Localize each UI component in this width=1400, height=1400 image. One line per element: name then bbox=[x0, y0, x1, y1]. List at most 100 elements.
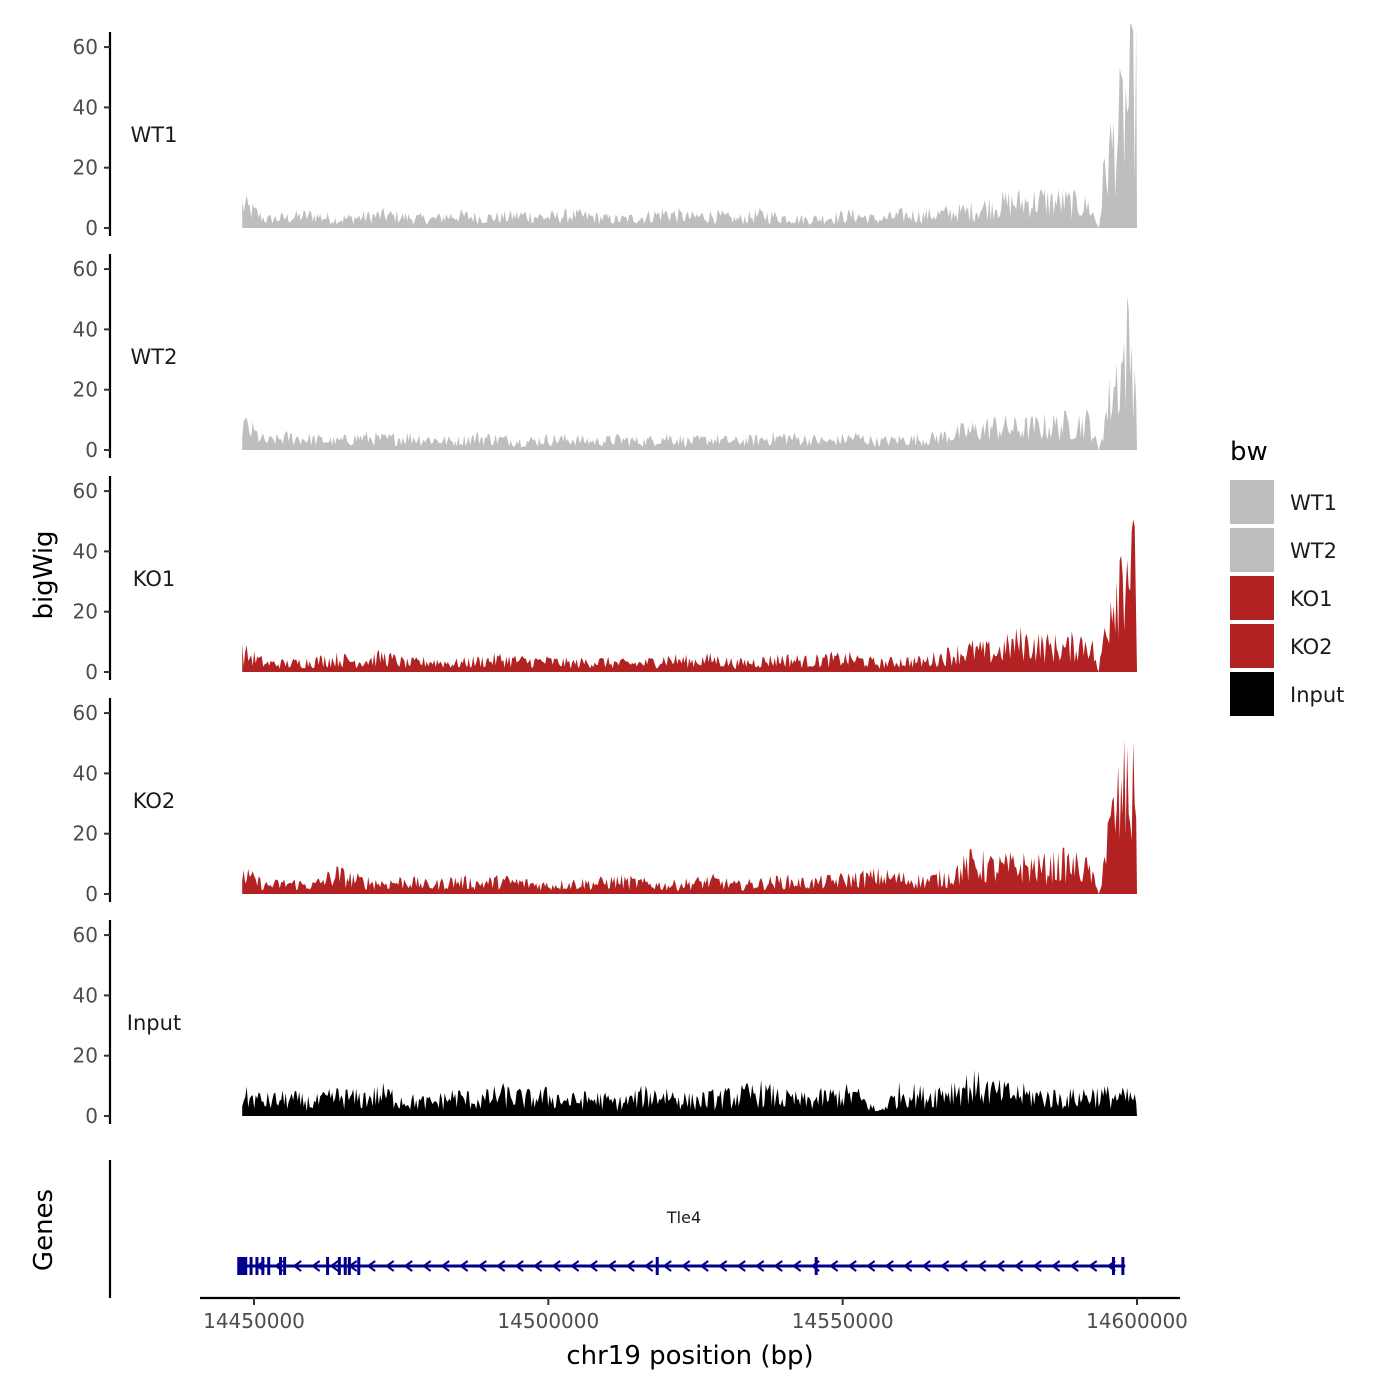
gene-exon bbox=[255, 1257, 259, 1275]
y-tick-label: 60 bbox=[73, 701, 98, 725]
y-tick-label: 20 bbox=[73, 822, 98, 846]
gene-track-title: Genes bbox=[29, 1189, 59, 1271]
strand-arrow bbox=[403, 1260, 413, 1272]
strand-arrow bbox=[736, 1260, 746, 1272]
x-axis: 14450000 14500000 14550000 14600000 bbox=[200, 1296, 1188, 1333]
legend-key-input bbox=[1230, 672, 1274, 716]
gene-exon bbox=[655, 1257, 659, 1275]
gene-exon bbox=[1121, 1257, 1125, 1275]
y-tick-label: 0 bbox=[85, 882, 98, 906]
strand-arrow bbox=[588, 1260, 598, 1272]
strand-arrow bbox=[551, 1260, 561, 1272]
strand-arrow bbox=[1088, 1260, 1098, 1272]
strand-arrow bbox=[1032, 1260, 1042, 1272]
strand-arrow bbox=[570, 1260, 580, 1272]
y-tick-label: 40 bbox=[73, 539, 98, 563]
y-axis-title: bigWig bbox=[29, 530, 59, 619]
track-label: KO1 bbox=[133, 567, 176, 591]
legend-key-wt2 bbox=[1230, 528, 1274, 572]
y-tick-label: 40 bbox=[73, 983, 98, 1007]
x-tick-label: 14550000 bbox=[792, 1309, 894, 1333]
track-label: WT2 bbox=[131, 345, 178, 369]
strand-arrow bbox=[477, 1260, 487, 1272]
strand-arrow bbox=[625, 1260, 635, 1272]
gene-exon bbox=[261, 1257, 265, 1275]
track-label: Input bbox=[127, 1011, 181, 1035]
y-tick-label: 20 bbox=[73, 1044, 98, 1068]
y-tick-label: 60 bbox=[73, 35, 98, 59]
y-tick-label: 40 bbox=[73, 95, 98, 119]
legend-label-ko2: KO2 bbox=[1290, 635, 1333, 659]
y-tick-label: 20 bbox=[73, 378, 98, 402]
strand-arrow bbox=[366, 1260, 376, 1272]
x-tick-label: 14600000 bbox=[1086, 1309, 1188, 1333]
gene-exon bbox=[343, 1257, 347, 1275]
track-label: KO2 bbox=[133, 789, 176, 813]
y-tick-label: 0 bbox=[85, 660, 98, 684]
strand-arrow bbox=[607, 1260, 617, 1272]
track-input: 0 20 40 60 Input bbox=[73, 920, 1137, 1128]
legend-label-wt1: WT1 bbox=[1290, 491, 1337, 515]
track-label: WT1 bbox=[131, 123, 178, 147]
gene-exon bbox=[1111, 1257, 1115, 1275]
strand-arrow bbox=[718, 1260, 728, 1272]
gene-name-label: Tle4 bbox=[666, 1208, 701, 1227]
strand-arrow bbox=[459, 1260, 469, 1272]
strand-arrow bbox=[995, 1260, 1005, 1272]
gene-exon bbox=[249, 1257, 253, 1275]
legend-key-ko2 bbox=[1230, 624, 1274, 668]
y-tick-label: 40 bbox=[73, 317, 98, 341]
strand-arrow bbox=[977, 1260, 987, 1272]
strand-arrow bbox=[662, 1260, 672, 1272]
legend: WT1 WT2 KO1 KO2 Input bbox=[1230, 480, 1344, 716]
gene-track: Tle4 bbox=[108, 1160, 1126, 1298]
y-tick-label: 0 bbox=[85, 216, 98, 240]
strand-arrow bbox=[773, 1260, 783, 1272]
legend-label-ko1: KO1 bbox=[1290, 587, 1333, 611]
strand-arrow bbox=[1014, 1260, 1024, 1272]
strand-arrow bbox=[940, 1260, 950, 1272]
strand-arrow bbox=[681, 1260, 691, 1272]
gene-exon bbox=[347, 1257, 351, 1275]
signal-area-input bbox=[242, 1070, 1137, 1116]
gene-exon bbox=[357, 1257, 361, 1275]
y-tick-label: 20 bbox=[73, 600, 98, 624]
legend-label-input: Input bbox=[1290, 683, 1344, 707]
strand-arrow bbox=[699, 1260, 709, 1272]
gene-exon bbox=[283, 1257, 287, 1275]
x-tick-label: 14500000 bbox=[497, 1309, 599, 1333]
gene-exon bbox=[814, 1257, 818, 1275]
y-tick-label: 60 bbox=[73, 923, 98, 947]
strand-arrow bbox=[866, 1260, 876, 1272]
strand-arrow bbox=[329, 1260, 339, 1272]
strand-arrow bbox=[1051, 1260, 1061, 1272]
legend-key-wt1 bbox=[1230, 480, 1274, 524]
y-tick-label: 20 bbox=[73, 156, 98, 180]
legend-title: bw bbox=[1230, 437, 1268, 467]
y-tick-label: 0 bbox=[85, 1104, 98, 1128]
y-tick-label: 60 bbox=[73, 257, 98, 281]
gene-exon bbox=[237, 1257, 248, 1275]
signal-area-wt2 bbox=[242, 295, 1137, 450]
strand-arrow bbox=[884, 1260, 894, 1272]
strand-arrow bbox=[792, 1260, 802, 1272]
y-tick-label: 0 bbox=[85, 438, 98, 462]
track-wt1: 0 20 40 60 WT1 bbox=[73, 22, 1137, 240]
strand-arrow bbox=[644, 1260, 654, 1272]
signal-area-ko2 bbox=[242, 740, 1137, 894]
strand-arrow bbox=[311, 1260, 321, 1272]
strand-arrow bbox=[385, 1260, 395, 1272]
strand-arrow bbox=[514, 1260, 524, 1272]
x-axis-title: chr19 position (bp) bbox=[566, 1341, 813, 1371]
strand-arrow bbox=[440, 1260, 450, 1272]
x-tick-label: 14450000 bbox=[203, 1309, 305, 1333]
track-wt2: 0 20 40 60 WT2 bbox=[73, 254, 1137, 462]
y-tick-label: 60 bbox=[73, 479, 98, 503]
strand-arrow bbox=[496, 1260, 506, 1272]
strand-arrow bbox=[903, 1260, 913, 1272]
strand-arrow bbox=[422, 1260, 432, 1272]
legend-key-ko1 bbox=[1230, 576, 1274, 620]
strand-arrow bbox=[755, 1260, 765, 1272]
strand-arrow bbox=[1069, 1260, 1079, 1272]
